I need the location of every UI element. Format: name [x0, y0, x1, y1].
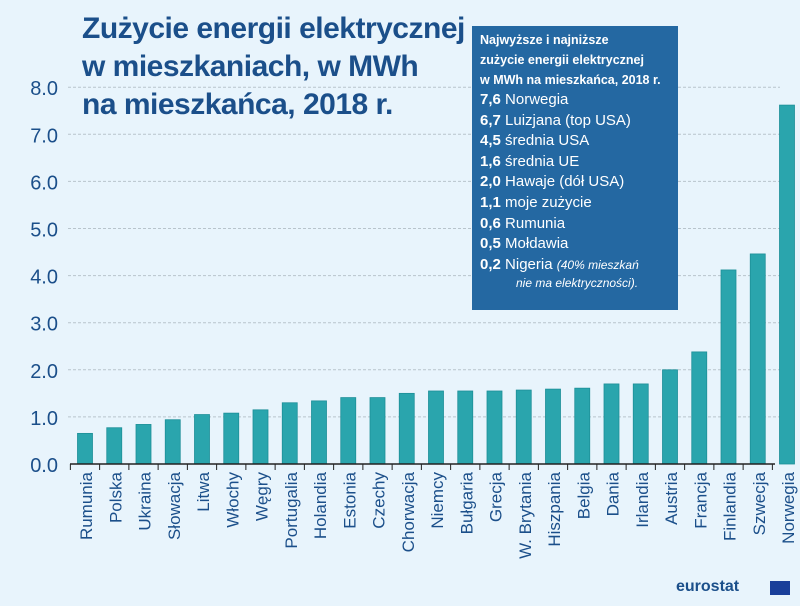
y-tick-label: 6.0 [30, 172, 58, 194]
title-line: na mieszkańca, 2018 r. [82, 88, 393, 121]
info-label: Rumunia [505, 214, 566, 232]
bar [457, 390, 474, 465]
x-tick-label: Węgry [253, 472, 272, 522]
x-tick-label: Szwecja [750, 471, 769, 535]
info-value: 0,2 [480, 255, 501, 273]
bar [223, 412, 240, 465]
x-tick-label: Bułgaria [457, 471, 476, 534]
x-tick-label: W. Brytania [516, 471, 535, 558]
x-tick-label: Rumunia [77, 471, 96, 540]
x-tick-label: Ukraina [136, 471, 155, 530]
info-row: 0,2 Nigeria (40% mieszkań [480, 255, 670, 276]
info-label: moje zużycie [505, 193, 592, 211]
bar [106, 427, 123, 465]
info-value: 1,6 [480, 152, 501, 170]
info-label: Norwegia [505, 91, 569, 108]
x-tick-label: Irlandia [633, 471, 652, 527]
x-tick-label: Włochy [223, 472, 242, 528]
y-tick-label: 0.0 [30, 455, 58, 477]
bar [281, 402, 298, 465]
info-row: 7,6 Norwegia [480, 90, 670, 111]
bar [720, 269, 737, 465]
info-row: 1,6 średnia UE [480, 152, 670, 173]
bar [340, 397, 357, 465]
x-tick-label: Hiszpania [545, 471, 564, 546]
bar [164, 419, 181, 465]
info-label: Nigeria [505, 255, 553, 273]
info-note: nie ma elektryczności). [516, 276, 639, 291]
x-tick-label: Słowacja [165, 471, 184, 540]
x-tick-label: Austria [662, 471, 681, 524]
info-label: Luizjana (top USA) [505, 111, 631, 129]
bar [632, 383, 649, 465]
bar [428, 390, 444, 465]
info-header: zużycie energii elektrycznej [480, 53, 644, 67]
info-row: 4,5 średnia USA [480, 131, 670, 152]
info-row: 2,0 Hawaje (dół USA) [480, 172, 670, 193]
x-tick-label: Dania [604, 471, 623, 516]
info-value: 0,6 [480, 214, 501, 232]
bar [603, 383, 620, 465]
info-box: Najwyższe i najniższe zużycie energii el… [472, 26, 678, 310]
bar [574, 387, 591, 465]
bar [515, 389, 532, 465]
info-row: 0,6 Rumunia [480, 214, 670, 235]
eurostat-logo: eurostat [676, 578, 740, 595]
chart-title: Zużycie energii elektrycznej w mieszkani… [82, 10, 465, 124]
bar [252, 409, 269, 465]
y-tick-label: 3.0 [30, 314, 58, 336]
bar [369, 397, 386, 465]
bar [194, 414, 210, 465]
info-label: Hawaje (dół USA) [505, 173, 625, 191]
x-tick-label: Polska [106, 471, 125, 523]
x-tick-label: Finlandia [721, 471, 740, 541]
info-value: 4,5 [480, 132, 501, 150]
x-tick-label: Czechy [370, 472, 389, 529]
x-tick-label: Belgia [574, 471, 593, 519]
bar [398, 392, 415, 465]
info-row: 0,5 Mołdawia [480, 234, 670, 255]
info-note: (40% mieszkań [556, 257, 639, 272]
info-row: 6,7 Luizjana (top USA) [480, 111, 670, 132]
bar [779, 104, 795, 465]
x-tick-label: Holandia [311, 471, 330, 539]
x-tick-label: Norwegia [779, 471, 798, 543]
y-tick-label: 5.0 [30, 220, 58, 242]
info-header: Najwyższe i najniższe [480, 33, 609, 47]
info-label: Mołdawia [505, 235, 569, 253]
info-label: średnia USA [505, 132, 590, 150]
bar [749, 253, 766, 465]
y-tick-label: 1.0 [30, 408, 58, 430]
bar [486, 390, 503, 465]
bar [662, 369, 678, 465]
info-header: w MWh na mieszkańca, 2018 r. [480, 73, 661, 87]
info-value: 6,7 [480, 111, 501, 129]
eu-flag-icon [770, 581, 790, 595]
bar [691, 351, 708, 465]
bar [77, 432, 93, 465]
x-tick-label: Chorwacja [399, 471, 418, 552]
x-tick-label: Grecja [487, 471, 506, 522]
y-tick-label: 2.0 [30, 361, 58, 383]
info-row: 1,1 moje zużycie [480, 193, 670, 214]
y-tick-label: 4.0 [30, 267, 58, 289]
bar [545, 388, 561, 465]
info-value: 7,6 [480, 91, 501, 108]
x-tick-label: Niemcy [428, 472, 447, 529]
bar [311, 400, 327, 465]
x-tick-label: Estonia [340, 471, 359, 528]
y-tick-label: 7.0 [30, 125, 58, 147]
x-tick-label: Francja [691, 471, 710, 528]
x-tick-label: Portugalia [282, 471, 301, 548]
x-tick-label: Litwa [194, 471, 213, 511]
info-value: 0,5 [480, 235, 501, 253]
info-value: 2,0 [480, 173, 501, 191]
title-line: w mieszkaniach, w MWh [82, 50, 419, 83]
info-label: średnia UE [505, 152, 580, 170]
bar [135, 424, 152, 465]
info-value: 1,1 [480, 193, 501, 211]
title-line: Zużycie energii elektrycznej [82, 12, 465, 45]
y-tick-label: 8.0 [30, 78, 58, 100]
